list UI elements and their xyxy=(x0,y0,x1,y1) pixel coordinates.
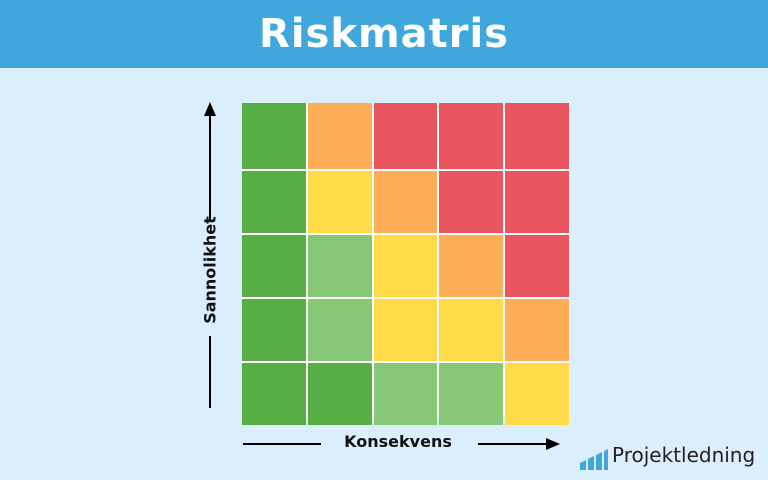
matrix-cell-r1-c4 xyxy=(439,103,504,169)
x-arrow-head-icon xyxy=(546,438,560,450)
matrix-cell-r3-c2 xyxy=(307,235,372,297)
matrix-cell-r4-c5 xyxy=(505,299,569,361)
page-title: Riskmatris xyxy=(259,11,509,57)
y-axis-line-top xyxy=(209,114,211,220)
y-arrow-head-icon xyxy=(204,102,216,116)
y-axis-line-bottom xyxy=(209,336,211,408)
x-axis-line-right xyxy=(478,443,548,445)
matrix-cell-r5-c3 xyxy=(373,363,438,425)
bar-chart-icon xyxy=(578,448,608,470)
matrix-cell-r4-c4 xyxy=(439,299,504,361)
matrix-cell-r5-c4 xyxy=(439,363,504,425)
y-axis-label: Sannolikhet xyxy=(200,216,220,324)
matrix-cell-r2-c5 xyxy=(505,171,569,233)
matrix-cell-r1-c3 xyxy=(373,103,438,169)
matrix-cell-r4-c2 xyxy=(307,299,372,361)
matrix-cell-r2-c4 xyxy=(439,171,504,233)
y-axis: Sannolikhet xyxy=(190,100,230,412)
matrix-cell-r2-c3 xyxy=(373,171,438,233)
matrix-cell-r1-c5 xyxy=(505,103,569,169)
matrix-cell-r1-c2 xyxy=(307,103,372,169)
matrix-cell-r3-c4 xyxy=(439,235,504,297)
matrix-cell-r4-c1 xyxy=(242,299,306,361)
matrix-cell-r3-c5 xyxy=(505,235,569,297)
matrix-cell-r2-c2 xyxy=(307,171,372,233)
matrix-cell-r1-c1 xyxy=(242,103,306,169)
matrix-cell-r4-c3 xyxy=(373,299,438,361)
header-bar: Riskmatris xyxy=(0,0,768,68)
brand-name: Projektledning xyxy=(612,443,756,467)
x-axis-line-left xyxy=(243,443,321,445)
matrix-cell-r5-c2 xyxy=(307,363,372,425)
risk-matrix xyxy=(242,103,569,425)
matrix-cell-r3-c3 xyxy=(373,235,438,297)
brand-logo: Projektledning xyxy=(578,440,755,470)
matrix-cell-r2-c1 xyxy=(242,171,306,233)
matrix-cell-r3-c1 xyxy=(242,235,306,297)
matrix-cell-r5-c1 xyxy=(242,363,306,425)
x-axis-label: Konsekvens xyxy=(344,432,452,451)
matrix-cell-r5-c5 xyxy=(505,363,569,425)
